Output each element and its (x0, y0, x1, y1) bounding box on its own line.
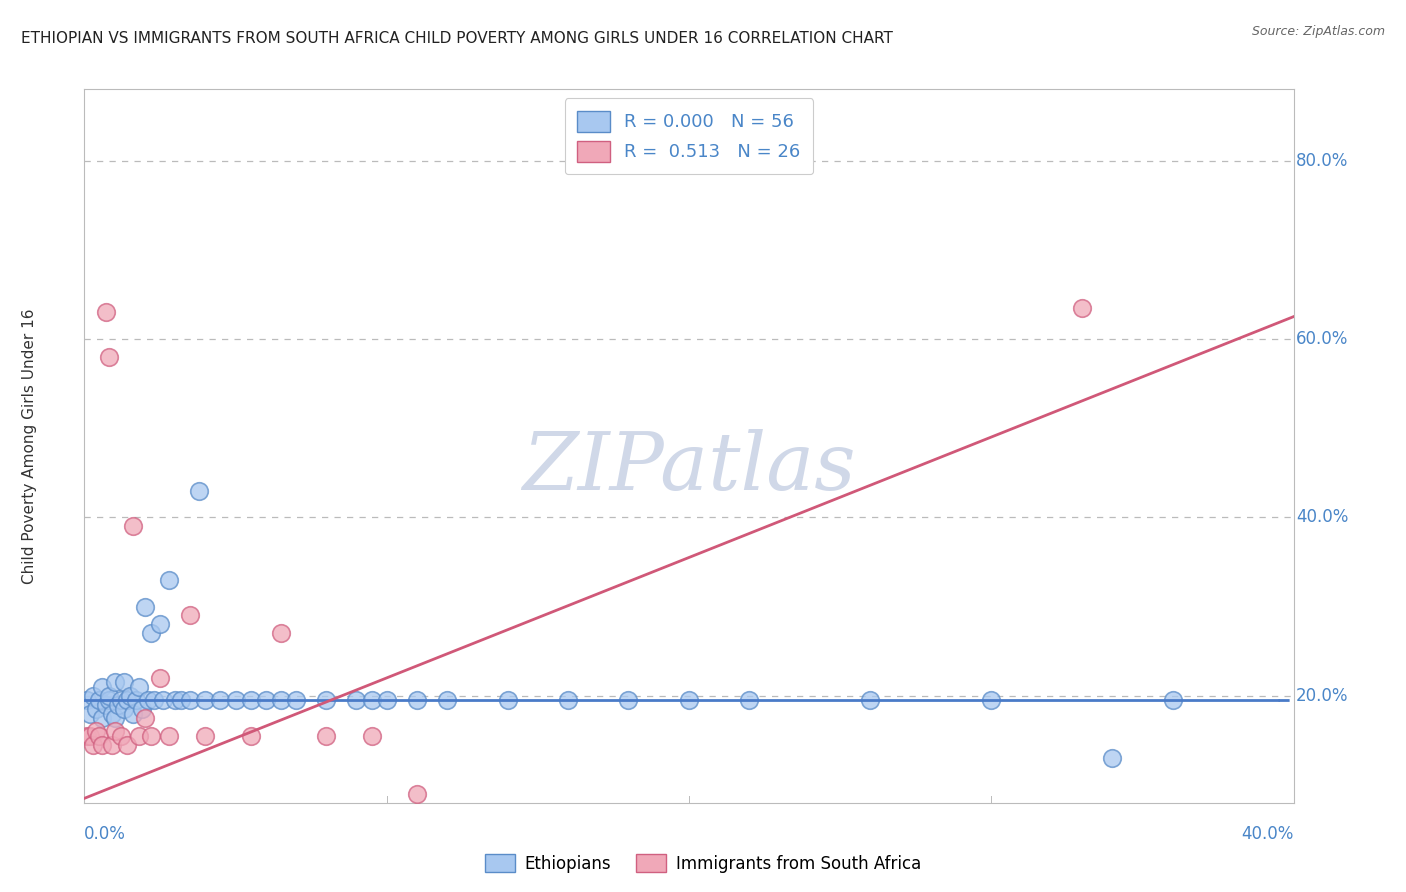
Point (131, 702, 153, 716)
Point (86, 702, 108, 716)
Point (254, 693, 277, 707)
Point (436, 693, 458, 707)
Point (315, 729, 337, 743)
Point (284, 693, 308, 707)
Point (239, 729, 262, 743)
Point (134, 711, 156, 725)
Point (112, 675, 135, 690)
Point (557, 693, 579, 707)
Text: ZIPatlas: ZIPatlas (522, 429, 856, 506)
Point (97, 689, 120, 703)
Point (104, 711, 127, 725)
Point (128, 729, 150, 743)
Point (142, 693, 165, 707)
Text: 20.0%: 20.0% (1296, 687, 1348, 705)
Point (170, 693, 193, 707)
Text: 0.0%: 0.0% (84, 825, 127, 843)
Point (194, 729, 217, 743)
Point (360, 729, 382, 743)
Point (97, 350, 120, 364)
Point (157, 573, 180, 587)
Point (110, 693, 132, 707)
Point (1161, 693, 1184, 707)
Point (139, 626, 162, 640)
Point (107, 698, 129, 712)
Point (239, 693, 262, 707)
Point (496, 693, 519, 707)
Point (617, 693, 640, 707)
Point (134, 599, 156, 614)
Point (91, 680, 114, 694)
Point (121, 519, 143, 533)
Point (104, 675, 127, 690)
Text: ETHIOPIAN VS IMMIGRANTS FROM SOUTH AFRICA CHILD POVERTY AMONG GIRLS UNDER 16 COR: ETHIOPIAN VS IMMIGRANTS FROM SOUTH AFRIC… (21, 31, 893, 46)
Point (89, 729, 111, 743)
Point (179, 608, 201, 623)
Point (104, 724, 127, 739)
Point (270, 693, 292, 707)
Point (100, 706, 122, 721)
Point (209, 693, 232, 707)
Legend: R = 0.000   N = 56, R =  0.513   N = 26: R = 0.000 N = 56, R = 0.513 N = 26 (565, 98, 813, 174)
Point (315, 693, 337, 707)
Point (157, 729, 180, 743)
Point (678, 693, 700, 707)
Point (91, 711, 114, 725)
Point (136, 693, 159, 707)
Text: 40.0%: 40.0% (1241, 825, 1294, 843)
Point (360, 693, 382, 707)
Point (79, 729, 101, 743)
Point (179, 693, 201, 707)
Point (859, 693, 882, 707)
Text: 60.0%: 60.0% (1296, 330, 1348, 348)
Point (125, 693, 148, 707)
Point (139, 729, 162, 743)
Point (79, 706, 101, 721)
Text: Child Poverty Among Girls Under 16: Child Poverty Among Girls Under 16 (22, 309, 38, 583)
Point (194, 693, 217, 707)
Point (149, 617, 172, 632)
Point (149, 671, 172, 685)
Point (110, 729, 132, 743)
Point (1071, 301, 1094, 315)
Point (152, 693, 174, 707)
Point (112, 702, 135, 716)
Point (346, 693, 368, 707)
Point (375, 693, 398, 707)
Point (89, 693, 111, 707)
Point (86, 724, 108, 739)
Point (115, 738, 138, 752)
Point (76, 729, 98, 743)
Point (91, 738, 114, 752)
Point (118, 689, 141, 703)
Point (163, 693, 186, 707)
Point (94, 305, 117, 319)
Point (100, 738, 122, 752)
Text: 40.0%: 40.0% (1296, 508, 1348, 526)
Point (82, 689, 104, 703)
Legend: Ethiopians, Immigrants from South Africa: Ethiopians, Immigrants from South Africa (478, 847, 928, 880)
Point (738, 693, 761, 707)
Point (82, 738, 104, 752)
Point (1101, 751, 1123, 765)
Point (406, 693, 429, 707)
Point (225, 693, 247, 707)
Point (128, 680, 150, 694)
Point (94, 698, 117, 712)
Text: Source: ZipAtlas.com: Source: ZipAtlas.com (1251, 25, 1385, 38)
Point (188, 483, 211, 498)
Text: 80.0%: 80.0% (1296, 152, 1348, 169)
Point (115, 693, 138, 707)
Point (980, 693, 1002, 707)
Point (270, 626, 292, 640)
Point (97, 693, 120, 707)
Point (406, 787, 429, 801)
Point (121, 706, 143, 721)
Point (76, 693, 98, 707)
